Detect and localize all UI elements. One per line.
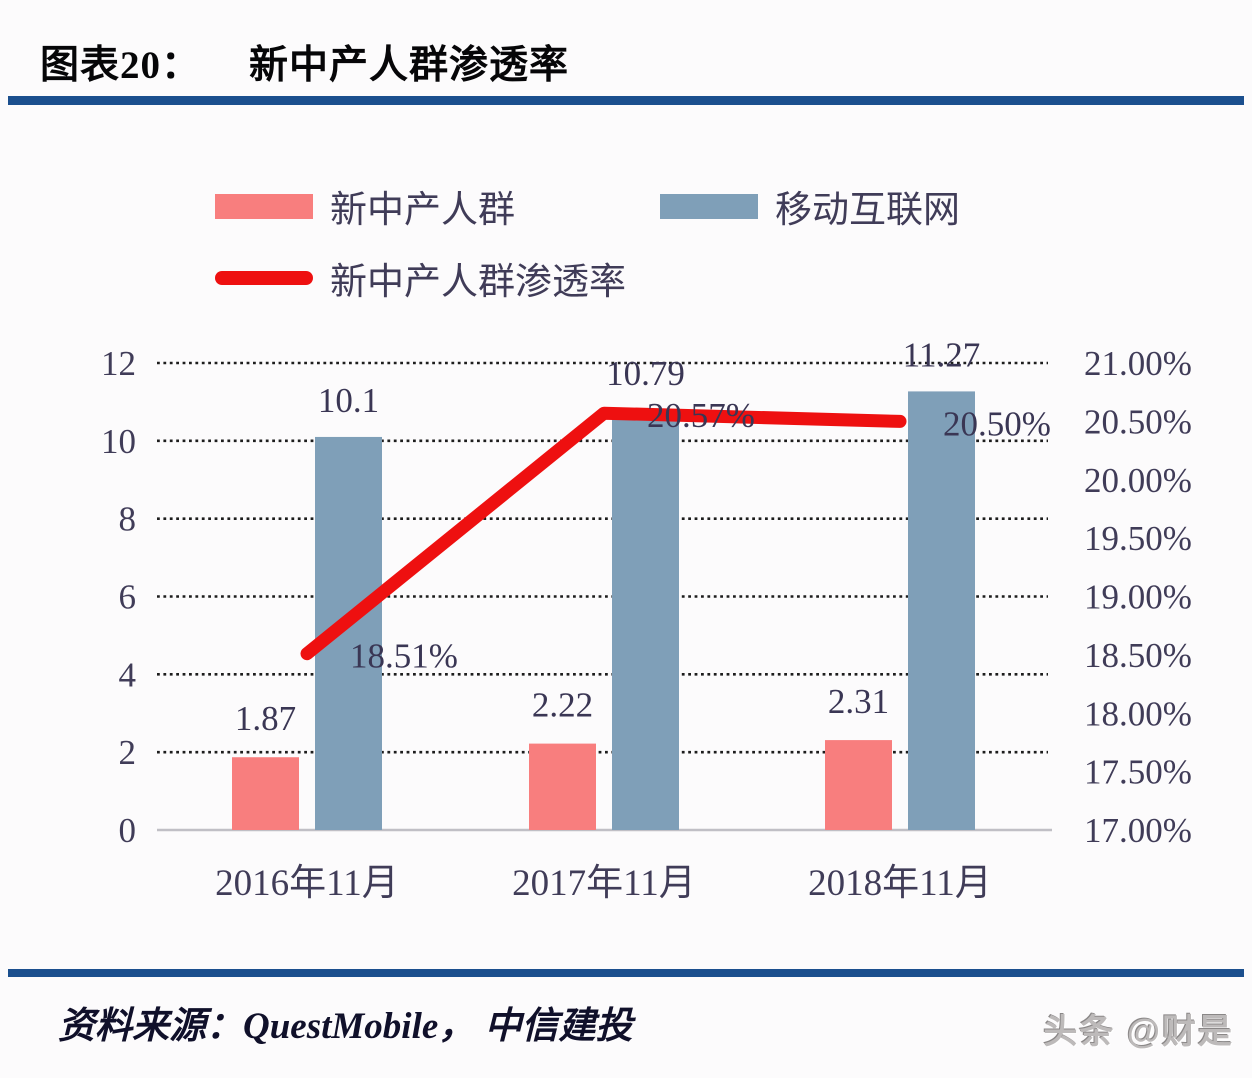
bar-mobile-internet (908, 391, 975, 830)
header-divider (8, 96, 1244, 105)
figure-number: 图表20： (40, 44, 202, 87)
bar-new-middle-class (825, 740, 892, 830)
bar-value-label: 1.87 (235, 699, 296, 738)
legend-line-swatch (215, 271, 313, 285)
left-axis-tick: 0 (119, 811, 137, 850)
right-axis-tick: 18.00% (1084, 694, 1192, 733)
legend-bar-swatch (660, 193, 758, 219)
x-axis-label: 2016年11月 (215, 862, 399, 904)
x-axis-label: 2017年11月 (512, 862, 696, 904)
legend-item-3: 新中产人群渗透率 (215, 256, 626, 303)
bar-value-label: 2.31 (828, 682, 889, 721)
bar-value-label: 10.79 (606, 354, 685, 393)
bar-mobile-internet (612, 410, 679, 830)
right-axis-tick: 17.00% (1084, 811, 1192, 850)
right-axis-tick: 20.00% (1084, 461, 1192, 500)
legend-item-1: 新中产人群 (215, 184, 515, 231)
source-note: 资料来源：QuestMobile， 中信建投 (58, 1006, 633, 1047)
left-axis-tick: 4 (119, 655, 137, 694)
right-axis-tick: 17.50% (1084, 753, 1192, 792)
figure-header: 图表20： 新中产人群渗透率 (40, 34, 569, 90)
legend-item-2: 移动互联网 (660, 184, 960, 231)
x-axis-label: 2018年11月 (808, 862, 992, 904)
figure-title: 新中产人群渗透率 (249, 44, 570, 87)
left-axis-tick: 2 (119, 733, 137, 772)
bar-new-middle-class (232, 757, 299, 830)
right-axis-tick: 21.00% (1084, 344, 1192, 383)
right-axis-tick: 19.50% (1084, 519, 1192, 558)
left-axis-tick: 12 (101, 344, 136, 383)
right-axis-tick: 19.00% (1084, 578, 1192, 617)
legend-bar-swatch (215, 193, 313, 219)
line-value-label: 20.57% (647, 396, 755, 435)
penetration-rate-line (300, 406, 907, 661)
left-axis-tick: 6 (119, 578, 137, 617)
legend-label: 移动互联网 (775, 190, 960, 231)
footer-divider (8, 969, 1244, 977)
line-value-label: 18.51% (350, 637, 458, 676)
right-axis-tick: 20.50% (1084, 402, 1192, 441)
watermark: 头条 @财是 (1043, 1013, 1234, 1051)
bar-new-middle-class (529, 743, 596, 830)
right-axis-tick: 18.50% (1084, 636, 1192, 675)
legend-label: 新中产人群 (330, 190, 515, 231)
legend-label: 新中产人群渗透率 (330, 262, 626, 303)
line-value-label: 20.50% (943, 404, 1051, 443)
bar-value-label: 10.1 (318, 381, 379, 420)
bar-value-label: 2.22 (532, 686, 593, 725)
bar-value-label: 11.27 (903, 335, 980, 374)
left-axis-tick: 8 (119, 500, 137, 539)
left-axis-tick: 10 (101, 422, 136, 461)
